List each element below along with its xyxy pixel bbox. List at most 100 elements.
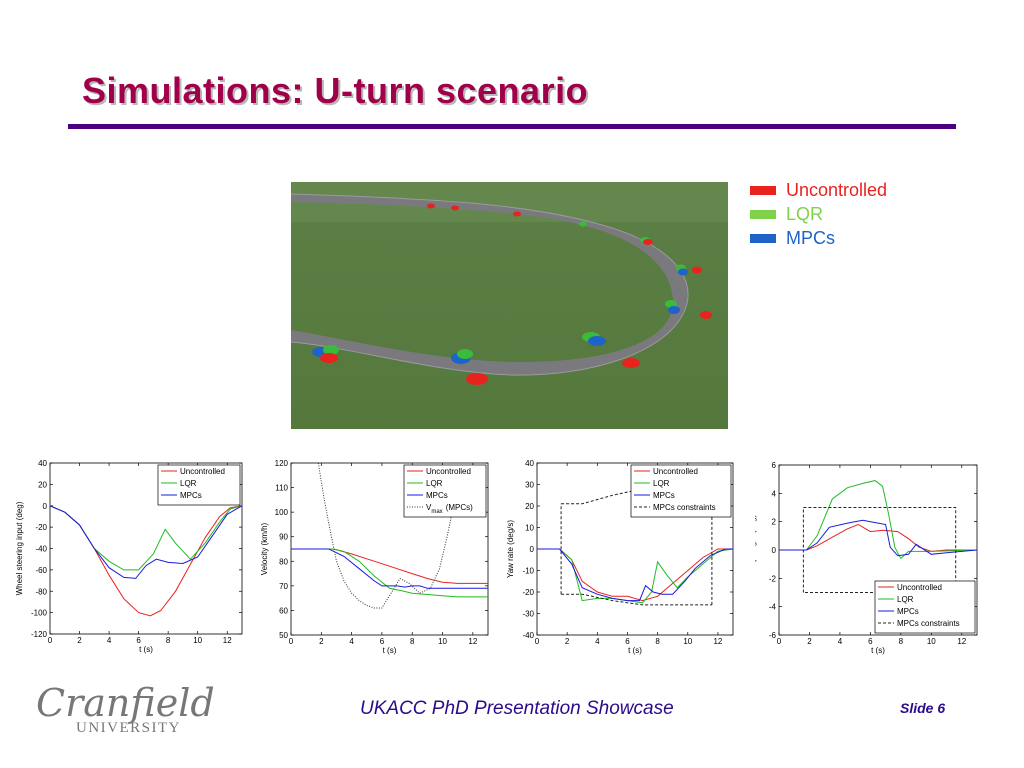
x-tick-label: 8: [410, 637, 415, 646]
velocity-chart: 0 2 4 6 8 10 12 50 60 70 80 90 100 110 120 t (s) Velocit…: [260, 459, 489, 655]
legend-entry: MPCs constraints: [653, 503, 716, 512]
y-tick-label: 120: [275, 459, 289, 468]
y-tick-label: 90: [279, 533, 288, 542]
x-tick-label: 0: [535, 637, 540, 646]
y-tick-label: 10: [525, 524, 534, 533]
y-tick-label: 70: [279, 582, 288, 591]
series-line-mpcs: [50, 505, 242, 579]
series-group: [291, 463, 488, 609]
page-title: Simulations: U-turn scenario: [82, 70, 589, 111]
y-tick-label: 0: [530, 545, 535, 554]
x-tick-label: 2: [77, 636, 82, 645]
y-tick-label: 30: [525, 481, 534, 490]
footer-text: UKACC PhD Presentation Showcase: [360, 698, 674, 719]
logo-subtext: UNIVERSITY: [76, 720, 181, 736]
series-line-lqr: [537, 548, 733, 604]
series-line-uncontrolled: [291, 548, 488, 584]
x-tick-label: 2: [807, 637, 812, 646]
legend-entry-suffix: (MPCs): [446, 503, 473, 512]
series-line-uncontrolled: [537, 548, 733, 602]
x-tick-label: 12: [713, 637, 722, 646]
legend-item-lqr: LQR: [750, 202, 887, 226]
chart-legend: [630, 464, 732, 518]
series-line-mpcs: [537, 548, 733, 602]
legend-entry: LQR: [897, 595, 914, 604]
legend-entry: Uncontrolled: [180, 467, 225, 476]
x-tick-label: 4: [838, 637, 843, 646]
legend-entry: MPCs: [897, 607, 919, 616]
y-tick-label: 110: [275, 484, 288, 493]
y-axis-label: Sideslip angle (deg): [755, 514, 757, 585]
legend-entry-subscript: max: [431, 509, 442, 515]
y-tick-label: -30: [522, 610, 534, 619]
series-group: [50, 505, 242, 617]
x-axis-label: t (s): [383, 646, 397, 655]
x-tick-label: 6: [136, 636, 141, 645]
x-tick-label: 2: [319, 637, 324, 646]
x-tick-label: 8: [166, 636, 171, 645]
x-tick-label: 4: [595, 637, 600, 646]
legend-swatch-mpcs: [750, 233, 776, 243]
legend-entry: MPCs: [653, 491, 675, 500]
y-tick-label: -40: [35, 545, 47, 554]
y-axis-label: Wheel steering input (deg): [15, 501, 24, 595]
x-axis-label: t (s): [628, 646, 642, 655]
legend-entry: MPCs: [180, 491, 202, 500]
y-tick-label: 80: [279, 557, 288, 566]
x-tick-label: 6: [625, 637, 630, 646]
y-tick-label: -100: [31, 609, 48, 618]
y-tick-label: -120: [31, 630, 48, 639]
y-tick-label: -20: [522, 588, 534, 597]
title-divider: [68, 124, 956, 129]
legend-item-uncontrolled: Uncontrolled: [750, 178, 887, 202]
steering-input-chart: 0 2 4 6 8 10 12 -120 -100 -80 -60 -40 -20 0 20 40 t (s) W…: [15, 459, 243, 654]
y-axis-label: Yaw rate (deg/s): [506, 520, 515, 578]
series-line-uncontrolled: [779, 523, 977, 552]
x-tick-label: 12: [957, 637, 966, 646]
series-group: [779, 480, 977, 593]
legend-entry: Uncontrolled: [426, 467, 471, 476]
x-tick-label: 2: [565, 637, 570, 646]
y-tick-label: -4: [769, 603, 777, 612]
series-line-constraint-lower: [561, 593, 712, 606]
y-tick-label: 50: [279, 631, 288, 640]
legend-entry: LQR: [426, 479, 443, 488]
series-line-mpcs: [291, 548, 488, 589]
y-tick-label: 40: [525, 459, 534, 468]
y-tick-label: 40: [38, 459, 47, 468]
y-axis-label: Velocity (km/h): [260, 522, 269, 575]
legend-label: LQR: [786, 204, 824, 224]
y-tick-label: -60: [35, 566, 47, 575]
chart-legend: [403, 464, 487, 518]
y-tick-label: 0: [772, 546, 777, 555]
y-tick-label: 2: [772, 518, 777, 527]
chart-legend: [874, 580, 976, 634]
y-tick-label: 4: [772, 489, 777, 498]
simulation-scene-image: [291, 182, 728, 429]
chart-legend: [157, 464, 241, 506]
x-tick-label: 4: [349, 637, 354, 646]
sim-cars: [312, 203, 712, 385]
legend-entry: Uncontrolled: [653, 467, 698, 476]
legend-entry: LQR: [180, 479, 197, 488]
x-tick-label: 10: [193, 636, 202, 645]
y-tick-label: 20: [38, 480, 47, 489]
y-tick-label: -6: [769, 631, 777, 640]
series-line-mpcs: [779, 519, 977, 557]
series-line-mpcs-constraints: [802, 507, 957, 593]
y-tick-label: -2: [769, 574, 777, 583]
y-tick-label: 6: [772, 461, 777, 470]
series-line-v: [317, 463, 460, 609]
x-tick-label: 0: [777, 637, 782, 646]
x-axis-label: t (s): [139, 645, 153, 654]
x-axis-label: t (s): [871, 646, 885, 655]
y-tick-label: -10: [522, 567, 534, 576]
legend-swatch-uncontrolled: [750, 185, 776, 195]
legend-entry: MPCs constraints: [897, 619, 960, 628]
legend-swatch-lqr: [750, 209, 776, 219]
slide-number: Slide 6: [900, 700, 946, 716]
legend-label: Uncontrolled: [786, 180, 888, 200]
legend-entry: MPCs: [426, 491, 448, 500]
x-tick-label: 4: [107, 636, 112, 645]
yaw-rate-chart: 0 2 4 6 8 10 12 -40 -30 -20 -10 0 10 20 30 40 t (s) Yaw r…: [506, 459, 734, 655]
